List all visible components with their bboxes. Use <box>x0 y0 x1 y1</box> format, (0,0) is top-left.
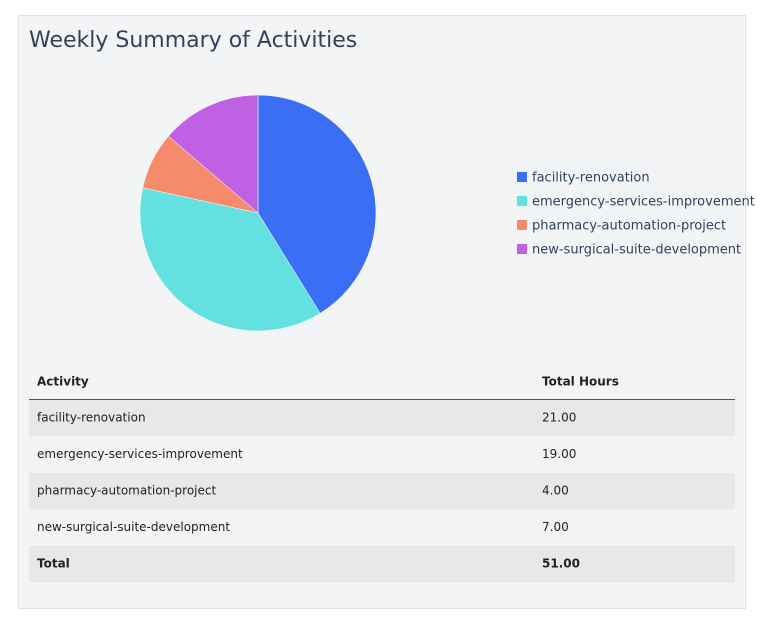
table-cell: emergency-services-improvement <box>37 447 243 461</box>
chart-title: Weekly Summary of Activities <box>29 28 357 53</box>
table-cell: pharmacy-automation-project <box>37 484 216 498</box>
table-cell: facility-renovation <box>37 411 146 425</box>
table: Activity Total Hours facility-renovation 21… <box>29 375 735 583</box>
legend-swatch <box>517 172 527 182</box>
legend-swatch <box>517 220 527 230</box>
legend-label: facility-renovation <box>532 171 650 186</box>
column-header: Activity <box>37 375 89 389</box>
pie <box>139 94 377 332</box>
legend-label: pharmacy-automation-project <box>532 219 726 234</box>
total-row-background <box>29 546 735 583</box>
row-background <box>29 400 735 437</box>
legend-label: emergency-services-improvement <box>532 195 755 210</box>
card <box>18 15 746 609</box>
column-header: Total Hours <box>542 375 619 389</box>
legend: facility-renovation emergency-services-im… <box>517 171 755 258</box>
legend-label: new-surgical-suite-development <box>532 243 741 258</box>
table-cell: 4.00 <box>542 484 569 498</box>
table-cell: 21.00 <box>542 411 576 425</box>
pie-slice <box>257 94 377 314</box>
pie-slice <box>139 187 321 332</box>
row-background <box>29 473 735 510</box>
total-cell: Total <box>37 557 70 571</box>
table-cell: 19.00 <box>542 447 576 461</box>
pie-slice <box>168 94 259 214</box>
legend-swatch <box>517 196 527 206</box>
table-cell: 7.00 <box>542 520 569 534</box>
total-cell: 51.00 <box>542 557 580 571</box>
table-cell: new-surgical-suite-development <box>37 520 230 534</box>
legend-swatch <box>517 244 527 254</box>
